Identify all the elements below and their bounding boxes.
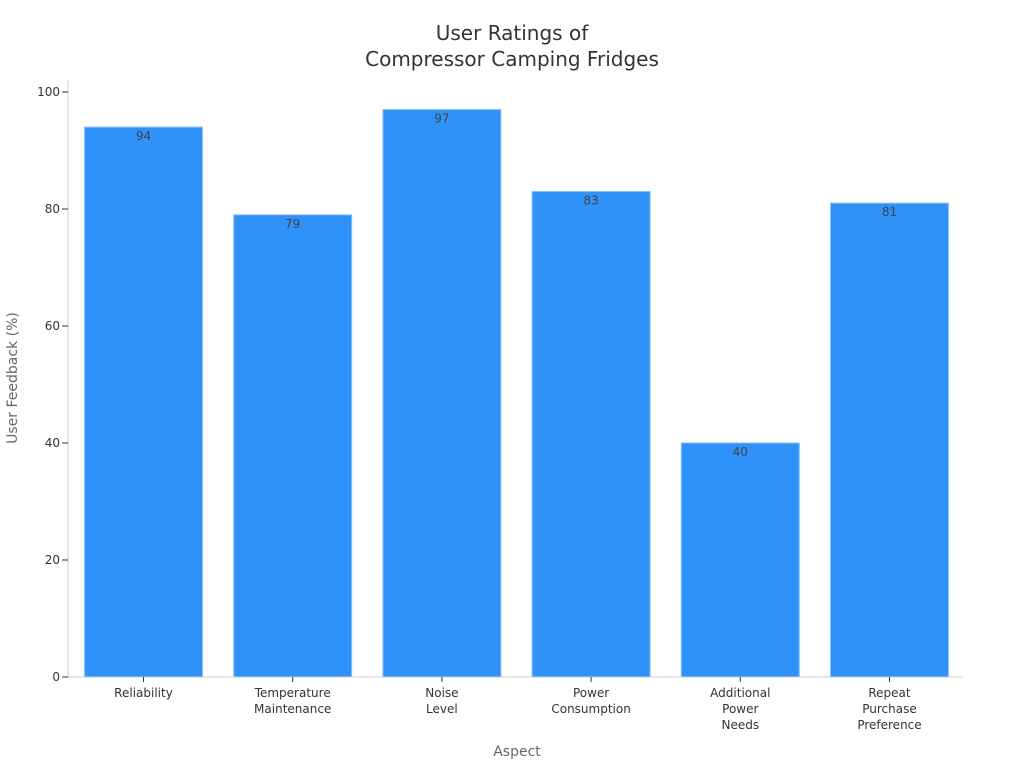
bar — [680, 442, 800, 678]
bar-value-label: 94 — [136, 129, 151, 143]
chart-title-line: Compressor Camping Fridges — [365, 47, 659, 71]
x-tick-label: Noise Level — [425, 686, 458, 716]
y-tick-label: 60 — [45, 319, 60, 333]
bar-value-label: 81 — [882, 205, 897, 219]
y-axis: 0 20 40 60 80 100 — [37, 80, 69, 684]
y-tick-label: 20 — [45, 553, 60, 567]
y-tick-label: 0 — [52, 670, 60, 684]
bar — [382, 109, 502, 678]
x-axis-title: Aspect — [493, 744, 541, 760]
x-tick-label: Repeat Purchase Preference — [857, 686, 921, 732]
y-tick-label: 100 — [37, 85, 60, 99]
bar-value-label: 97 — [434, 112, 449, 126]
bar — [531, 190, 651, 678]
bar — [233, 214, 353, 678]
bar-value-label: 40 — [733, 445, 748, 459]
chart-title-line: User Ratings of — [436, 21, 589, 45]
x-axis: Reliability Temperature Maintenance Noise Le… — [68, 676, 963, 732]
x-tick-label: Temperature Maintenance — [254, 686, 332, 716]
x-tick-label: Power Consumption — [551, 686, 630, 716]
y-tick-label: 80 — [45, 202, 60, 216]
bar-value-label: 79 — [285, 217, 300, 231]
plot-area: 94 79 97 83 40 81 — [84, 109, 949, 678]
bar-value-label: 83 — [583, 193, 598, 207]
y-axis-title: User Feedback (%) — [5, 312, 21, 444]
bar — [830, 202, 949, 678]
y-tick-label: 40 — [45, 436, 60, 450]
bar — [84, 126, 203, 678]
x-tick-label: Reliability — [114, 686, 173, 700]
x-tick-label: Additional Power Needs — [710, 686, 770, 732]
